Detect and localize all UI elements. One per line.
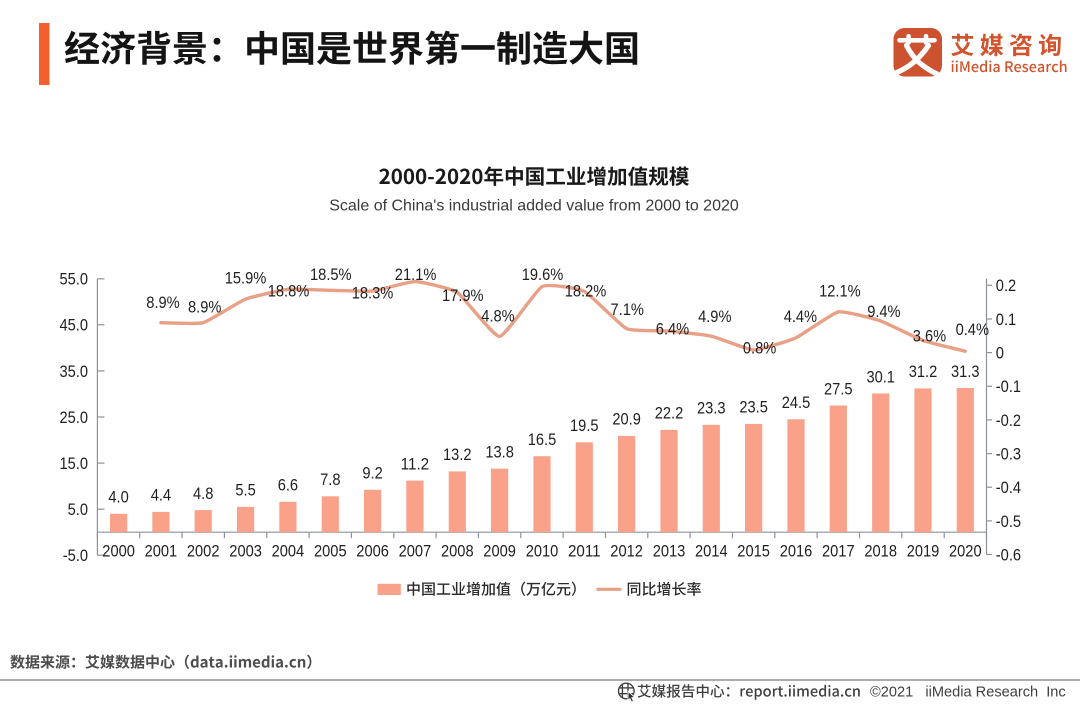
svg-text:6.6: 6.6: [278, 477, 298, 495]
svg-text:0.4%: 0.4%: [956, 321, 989, 339]
svg-text:16.5: 16.5: [528, 431, 557, 449]
svg-text:23.5: 23.5: [739, 399, 768, 417]
svg-text:2009: 2009: [483, 542, 516, 560]
svg-text:45.0: 45.0: [60, 317, 89, 335]
svg-text:9.4%: 9.4%: [867, 303, 900, 321]
svg-text:2008: 2008: [441, 542, 474, 560]
svg-text:2001: 2001: [145, 542, 178, 560]
svg-text:30.1: 30.1: [866, 368, 895, 386]
svg-text:31.3: 31.3: [951, 363, 980, 381]
svg-text:7.1%: 7.1%: [611, 301, 644, 319]
svg-text:13.8: 13.8: [485, 443, 514, 461]
svg-text:15.9%: 15.9%: [225, 269, 267, 287]
svg-text:21.1%: 21.1%: [395, 266, 437, 284]
svg-text:0.1: 0.1: [996, 311, 1016, 329]
svg-text:-5.0: -5.0: [63, 547, 88, 565]
svg-text:23.3: 23.3: [697, 400, 726, 418]
svg-text:5.5: 5.5: [235, 482, 255, 500]
svg-text:4.4%: 4.4%: [784, 308, 817, 326]
svg-text:-0.4: -0.4: [996, 479, 1021, 497]
svg-text:0.2: 0.2: [996, 277, 1016, 295]
svg-text:4.9%: 4.9%: [698, 308, 731, 326]
svg-text:22.2: 22.2: [655, 405, 684, 423]
svg-text:2015: 2015: [737, 542, 770, 560]
svg-text:2014: 2014: [695, 542, 728, 560]
svg-text:2007: 2007: [399, 542, 432, 560]
svg-text:2018: 2018: [864, 542, 897, 560]
svg-text:8.9%: 8.9%: [188, 299, 221, 317]
svg-text:4.4: 4.4: [151, 487, 171, 505]
svg-text:18.8%: 18.8%: [268, 283, 310, 301]
svg-text:©2021 iiMedia Research Inc: ©2021 iiMedia Research Inc: [870, 685, 1066, 701]
svg-text:13.2: 13.2: [443, 446, 472, 464]
svg-text:2000: 2000: [102, 542, 135, 560]
svg-text:7.8: 7.8: [320, 471, 340, 489]
svg-text:20.9: 20.9: [612, 411, 641, 429]
svg-text:31.2: 31.2: [909, 363, 938, 381]
svg-text:15.0: 15.0: [60, 455, 89, 473]
svg-text:2013: 2013: [653, 542, 686, 560]
svg-text:9.2: 9.2: [362, 465, 382, 483]
svg-text:2016: 2016: [780, 542, 813, 560]
svg-text:-0.2: -0.2: [996, 412, 1021, 430]
svg-text:-0.5: -0.5: [996, 513, 1021, 531]
svg-text:6.4%: 6.4%: [656, 321, 689, 339]
svg-text:2012: 2012: [610, 542, 643, 560]
svg-text:2003: 2003: [229, 542, 262, 560]
svg-text:2002: 2002: [187, 542, 220, 560]
svg-text:2020: 2020: [949, 542, 982, 560]
svg-text:5.0: 5.0: [68, 501, 88, 519]
svg-text:2017: 2017: [822, 542, 855, 560]
svg-text:19.5: 19.5: [570, 417, 599, 435]
svg-text:55.0: 55.0: [60, 271, 89, 289]
svg-text:2019: 2019: [907, 542, 940, 560]
svg-text:18.2%: 18.2%: [565, 283, 607, 301]
svg-text:19.6%: 19.6%: [522, 266, 564, 284]
svg-text:-0.6: -0.6: [996, 546, 1021, 564]
svg-text:0.8%: 0.8%: [743, 340, 776, 358]
svg-text:2011: 2011: [568, 542, 601, 560]
svg-text:2004: 2004: [272, 542, 305, 560]
svg-text:3.6%: 3.6%: [913, 327, 946, 345]
svg-text:-0.3: -0.3: [996, 445, 1021, 463]
svg-text:27.5: 27.5: [824, 380, 853, 398]
svg-text:35.0: 35.0: [60, 363, 89, 381]
svg-text:24.5: 24.5: [782, 394, 811, 412]
svg-text:2010: 2010: [526, 542, 559, 560]
svg-text:Scale of China's industrial ad: Scale of China's industrial added value …: [329, 198, 739, 215]
svg-text:25.0: 25.0: [60, 409, 89, 427]
svg-text:8.9%: 8.9%: [146, 294, 179, 312]
svg-text:-0.1: -0.1: [996, 378, 1021, 396]
svg-text:12.1%: 12.1%: [819, 283, 861, 301]
svg-text:11.2: 11.2: [401, 455, 430, 473]
svg-text:0: 0: [996, 345, 1004, 363]
svg-text:4.8: 4.8: [193, 485, 213, 503]
svg-text:17.9%: 17.9%: [442, 287, 484, 305]
svg-text:18.3%: 18.3%: [352, 285, 394, 303]
svg-text:4.0: 4.0: [108, 489, 128, 507]
svg-text:18.5%: 18.5%: [310, 266, 352, 284]
svg-text:2005: 2005: [314, 542, 347, 560]
svg-text:2006: 2006: [356, 542, 389, 560]
svg-text:4.8%: 4.8%: [481, 308, 514, 326]
